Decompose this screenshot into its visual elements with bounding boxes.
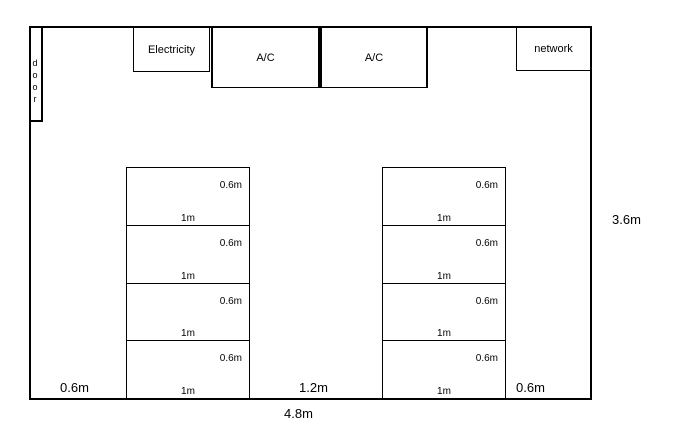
- rack-column-left: 0.6m 1m 0.6m 1m 0.6m 1m 0.6m 1m: [126, 167, 250, 398]
- ac-unit-2-label: A/C: [364, 51, 384, 64]
- rack-unit: 0.6m 1m: [127, 168, 249, 226]
- rack-depth-label: 0.6m: [219, 353, 242, 365]
- rack-depth-label: 0.6m: [475, 295, 498, 307]
- network-label: network: [534, 43, 573, 55]
- door-label: door: [30, 58, 40, 106]
- rack-unit: 0.6m 1m: [383, 226, 505, 284]
- rack-unit: 0.6m 1m: [127, 226, 249, 284]
- dim-right-clearance: 0.6m: [516, 380, 545, 395]
- dim-center-aisle: 1.2m: [299, 380, 328, 395]
- rack-column-right: 0.6m 1m 0.6m 1m 0.6m 1m 0.6m 1m: [382, 167, 506, 398]
- rack-unit: 0.6m 1m: [383, 168, 505, 226]
- electricity-box: Electricity: [133, 28, 210, 72]
- rack-width-label: 1m: [437, 328, 451, 340]
- rack-depth-label: 0.6m: [475, 353, 498, 365]
- rack-depth-label: 0.6m: [475, 180, 498, 191]
- rack-width-label: 1m: [437, 212, 451, 224]
- electricity-label: Electricity: [147, 43, 196, 56]
- rack-depth-label: 0.6m: [475, 237, 498, 249]
- rack-unit: 0.6m 1m: [127, 284, 249, 342]
- network-box: network: [516, 28, 590, 71]
- rack-unit: 0.6m 1m: [127, 341, 249, 398]
- room-outline: door Electricity A/C A/C network 0.6m 1m…: [29, 26, 592, 400]
- rack-width-label: 1m: [181, 212, 195, 224]
- rack-width-label: 1m: [437, 386, 451, 397]
- rack-width-label: 1m: [181, 328, 195, 340]
- dim-left-clearance: 0.6m: [60, 380, 89, 395]
- rack-depth-label: 0.6m: [219, 237, 242, 249]
- ac-unit-1-box: A/C: [211, 28, 320, 88]
- door-box: door: [30, 28, 43, 122]
- rack-unit: 0.6m 1m: [383, 284, 505, 342]
- rack-width-label: 1m: [437, 270, 451, 282]
- dim-room-depth: 3.6m: [612, 212, 641, 227]
- rack-width-label: 1m: [181, 386, 195, 397]
- ac-unit-2-box: A/C: [320, 28, 428, 88]
- rack-depth-label: 0.6m: [219, 295, 242, 307]
- rack-unit: 0.6m 1m: [383, 341, 505, 398]
- dim-room-width: 4.8m: [284, 406, 313, 421]
- rack-depth-label: 0.6m: [219, 180, 242, 191]
- rack-width-label: 1m: [181, 270, 195, 282]
- ac-unit-1-label: A/C: [256, 51, 275, 64]
